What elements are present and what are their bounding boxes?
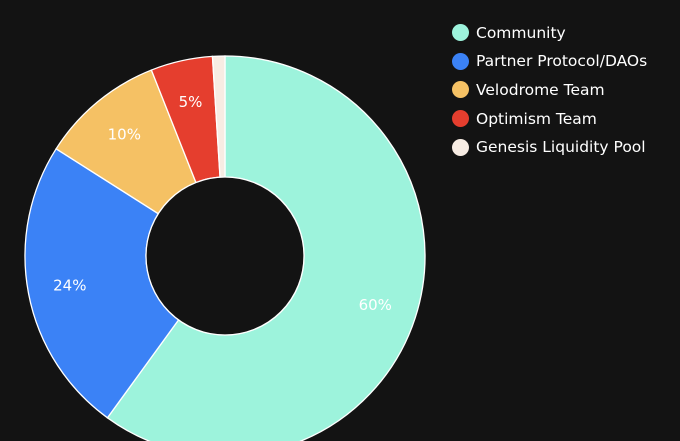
legend-swatch <box>452 52 469 70</box>
legend-swatch <box>452 24 469 41</box>
legend-item-community: Community <box>452 21 647 44</box>
legend-label: Velodrome Team <box>476 80 605 99</box>
data-label-velodrome-team: 10% <box>108 125 141 143</box>
legend-item-velodrome-team: Velodrome Team <box>452 78 647 101</box>
legend-label: Optimism Team <box>476 109 597 128</box>
legend-swatch <box>452 110 469 128</box>
legend-swatch <box>452 81 469 99</box>
legend: Community Partner Protocol/DAOs Velodrome … <box>452 21 647 164</box>
data-label-community: 60% <box>359 296 392 314</box>
legend-item-optimism-team: Optimism Team <box>452 107 647 130</box>
data-label-partner-protocol-daos: 24% <box>53 277 86 295</box>
legend-label: Community <box>476 23 566 42</box>
data-label-optimism-team: 5% <box>179 93 203 111</box>
legend-label: Partner Protocol/DAOs <box>476 52 648 71</box>
legend-item-partner-protocol-daos: Partner Protocol/DAOs <box>452 50 647 73</box>
legend-item-genesis-liquidity-pool: Genesis Liquidity Pool <box>452 136 647 159</box>
donut-hole <box>145 176 305 336</box>
legend-label: Genesis Liquidity Pool <box>476 138 646 157</box>
legend-swatch <box>452 138 469 156</box>
